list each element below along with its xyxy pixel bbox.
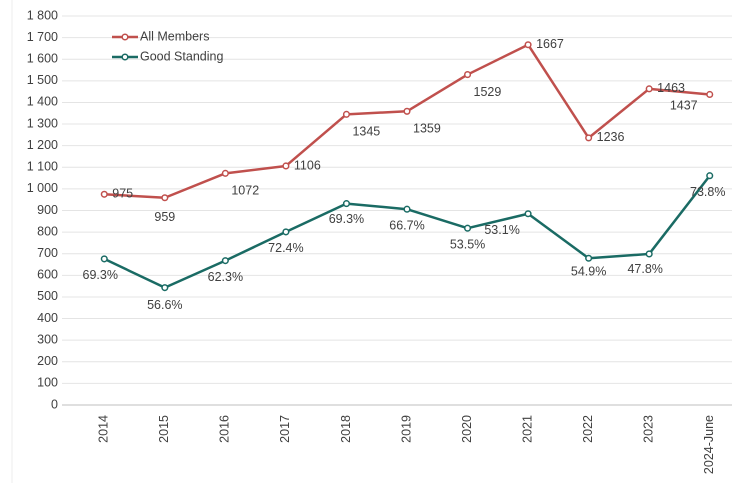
point: [221, 169, 229, 177]
point: [706, 172, 714, 180]
data-label: 53.1%: [484, 223, 519, 237]
legend-label: All Members: [140, 29, 209, 43]
point: [524, 210, 532, 218]
point: [645, 250, 653, 258]
data-label: 47.8%: [627, 262, 662, 276]
data-label: 56.6%: [147, 298, 182, 312]
y-tick-label: 400: [37, 311, 58, 325]
point: [403, 205, 411, 213]
point: [161, 194, 169, 202]
data-label: 959: [154, 210, 175, 224]
y-tick-label: 0: [51, 397, 58, 411]
data-label: 69.3%: [329, 212, 364, 226]
point: [463, 71, 472, 79]
point: [585, 254, 593, 262]
y-tick-label: 300: [37, 332, 58, 346]
y-tick-label: 1 600: [27, 52, 58, 66]
y-tick-label: 1 400: [27, 95, 58, 109]
data-label: 1345: [352, 125, 380, 139]
y-tick-label: 700: [37, 246, 58, 260]
y-tick-label: 1 100: [27, 160, 58, 174]
y-tick-label: 500: [37, 289, 58, 303]
y-tick-label: 900: [37, 203, 58, 217]
point: [342, 200, 351, 208]
point: [463, 224, 472, 232]
x-tick-label: 2022: [581, 415, 595, 443]
y-tick-label: 1 700: [27, 30, 58, 44]
y-tick-label: 1 300: [27, 116, 58, 130]
data-label: 73.8%: [690, 185, 725, 199]
data-label: 54.9%: [571, 265, 606, 279]
data-label: 1359: [413, 122, 441, 136]
data-label: 66.7%: [389, 219, 424, 233]
series-line: [104, 43, 710, 199]
point: [100, 255, 108, 263]
x-tick-label: 2018: [339, 415, 353, 443]
point: [282, 228, 290, 236]
point: [524, 41, 532, 49]
data-label: 1529: [474, 85, 502, 99]
point: [342, 110, 351, 118]
legend-marker: [121, 33, 129, 41]
x-tick-label: 2019: [399, 415, 413, 443]
data-label: 62.3%: [208, 270, 243, 284]
y-tick-label: 1 200: [27, 138, 58, 152]
x-tick-label: 2021: [520, 415, 534, 443]
data-label: 53.5%: [450, 238, 485, 252]
data-label: 1463: [657, 81, 685, 95]
data-label: 1072: [231, 184, 259, 198]
point: [221, 257, 229, 265]
point: [403, 107, 411, 115]
y-tick-label: 200: [37, 354, 58, 368]
point: [161, 284, 169, 292]
legend-marker: [121, 53, 129, 61]
x-tick-label: 2020: [460, 415, 474, 443]
point: [585, 134, 593, 142]
x-tick-label: 2015: [157, 415, 171, 443]
x-tick-label: 2023: [641, 415, 655, 443]
data-label: 1667: [536, 37, 564, 51]
data-label: 69.3%: [83, 268, 118, 282]
x-tick-label: 2016: [218, 415, 232, 443]
legend-label: Good Standing: [140, 49, 223, 63]
point: [706, 90, 714, 98]
data-label: 975: [112, 187, 133, 201]
data-label: 72.4%: [268, 241, 303, 255]
data-label: 1236: [597, 130, 625, 144]
x-tick-label: 2014: [97, 415, 111, 443]
y-tick-label: 100: [37, 376, 58, 390]
point: [645, 85, 653, 93]
x-tick-label: 2017: [278, 415, 292, 443]
y-tick-label: 1 000: [27, 181, 58, 195]
point: [100, 190, 108, 198]
x-tick-label: 2024-June: [702, 415, 716, 474]
y-tick-label: 800: [37, 224, 58, 238]
y-tick-label: 1 500: [27, 73, 58, 87]
y-tick-label: 600: [37, 268, 58, 282]
point: [282, 162, 290, 170]
data-label: 1437: [670, 99, 698, 113]
data-label: 1106: [294, 158, 321, 172]
y-tick-label: 1 800: [27, 8, 58, 22]
